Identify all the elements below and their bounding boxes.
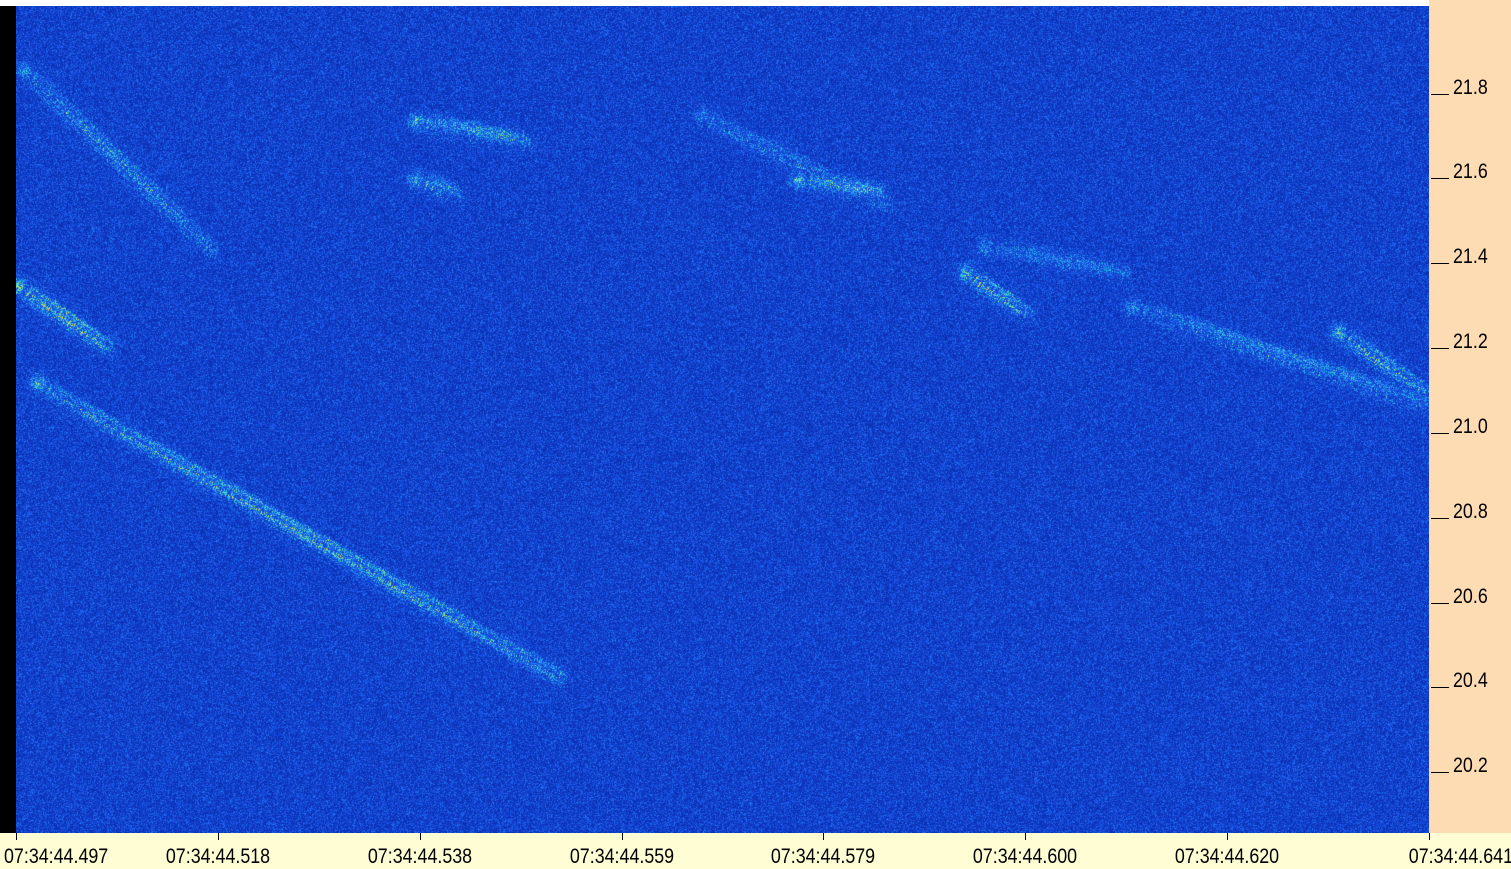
y-tick-label: 21.8	[1453, 75, 1488, 99]
y-tick-mark	[1431, 263, 1449, 265]
x-tick-mark	[1227, 833, 1228, 840]
x-tick-label: 07:34:44.620	[1175, 845, 1280, 868]
spectrogram-heatmap	[16, 6, 1429, 833]
y-tick-label: 21.2	[1453, 330, 1488, 354]
y-tick-label: 21.4	[1453, 245, 1488, 269]
y-tick-mark	[1431, 687, 1449, 689]
title-strip	[0, 0, 1429, 6]
x-tick-label: 07:34:44.518	[165, 845, 270, 868]
x-tick-mark	[420, 833, 421, 840]
spectrogram-plot-area[interactable]	[16, 6, 1429, 833]
y-axis-panel: 21.8 21.6 21.4 21.2 21.0 20.8 20.6 20.4 20.2	[1429, 0, 1511, 833]
x-tick-mark	[218, 833, 219, 840]
x-tick-label: 07:34:44.497	[4, 845, 109, 868]
y-tick-mark	[1431, 517, 1449, 519]
x-tick-mark	[16, 833, 17, 840]
y-tick-label: 20.8	[1453, 499, 1488, 523]
y-tick-label: 20.4	[1453, 669, 1488, 693]
y-tick-label: 20.2	[1453, 754, 1488, 778]
x-tick-mark	[823, 833, 824, 840]
y-tick-mark	[1431, 178, 1449, 180]
x-tick-label: 07:34:44.641	[1408, 845, 1511, 868]
y-tick-mark	[1431, 348, 1449, 350]
x-tick-label: 07:34:44.559	[569, 845, 674, 868]
x-axis-panel: 07:34:44.497 07:34:44.518 07:34:44.538 07:3…	[0, 833, 1511, 869]
x-tick-label: 07:34:44.600	[973, 845, 1078, 868]
y-tick-mark	[1431, 602, 1449, 604]
y-tick-label: 21.0	[1453, 414, 1488, 438]
x-tick-mark	[1429, 833, 1430, 840]
y-tick-mark	[1431, 93, 1449, 95]
x-tick-mark	[1025, 833, 1026, 840]
y-tick-mark	[1431, 432, 1449, 434]
y-tick-mark	[1431, 772, 1449, 774]
x-tick-mark	[622, 833, 623, 840]
y-tick-label: 20.6	[1453, 584, 1488, 608]
x-tick-label: 07:34:44.538	[367, 845, 472, 868]
x-tick-label: 07:34:44.579	[771, 845, 876, 868]
y-tick-label: 21.6	[1453, 160, 1488, 184]
